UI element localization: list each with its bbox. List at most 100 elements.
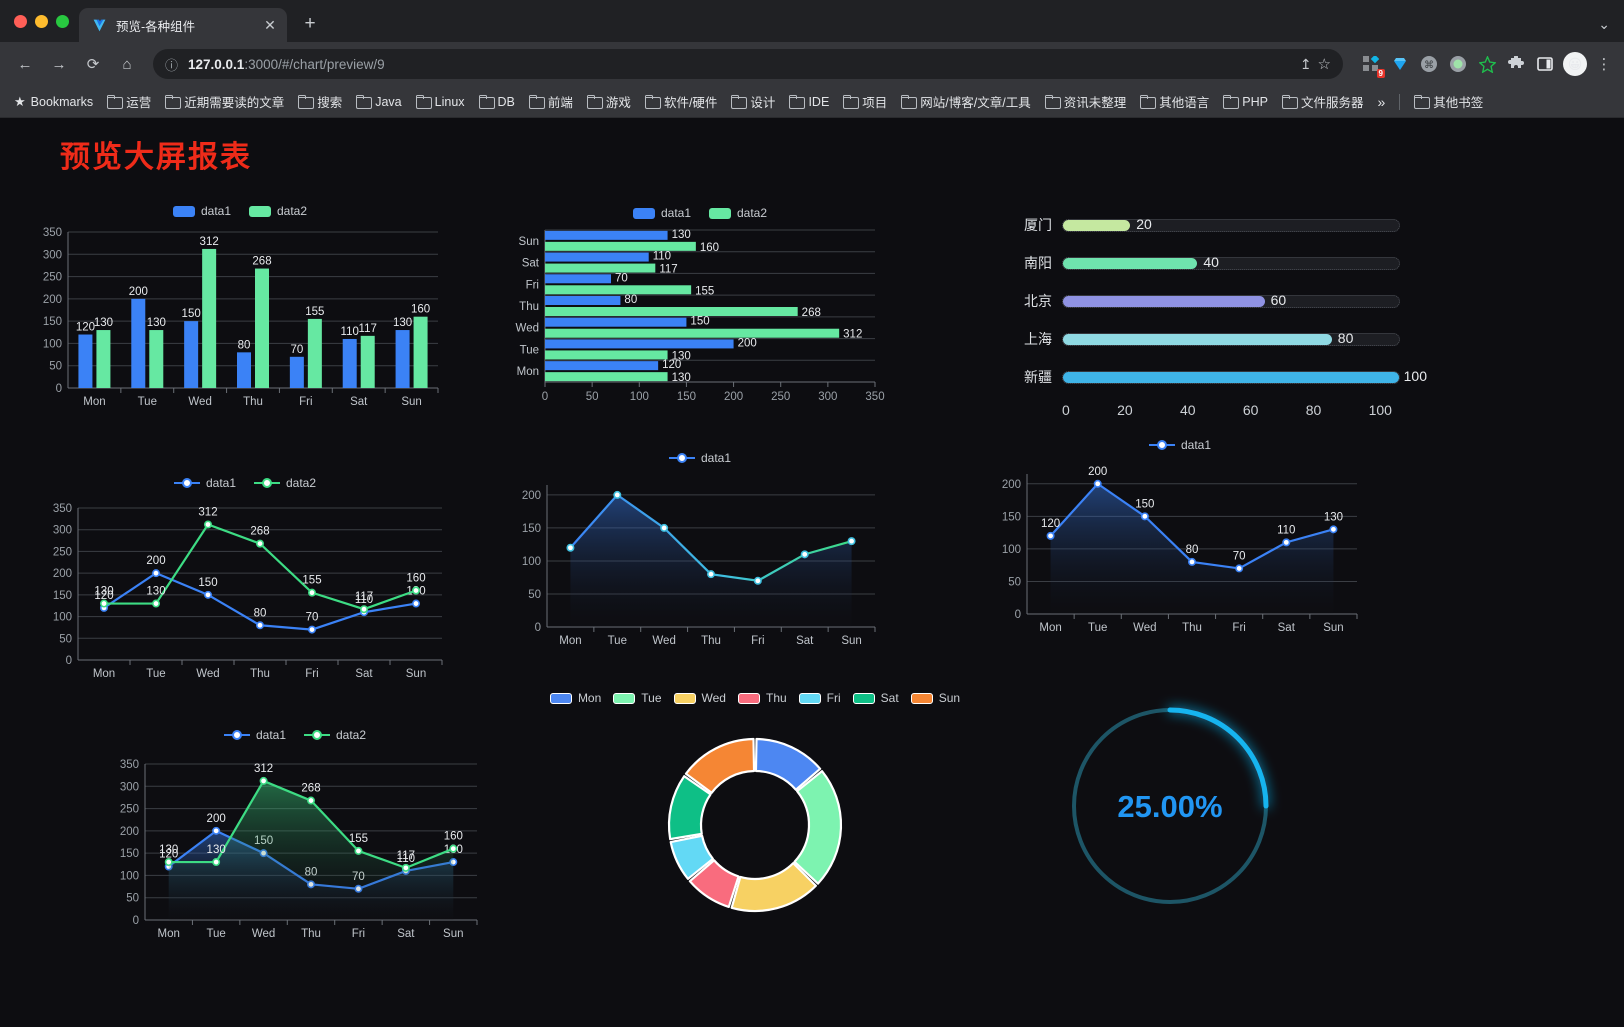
bookmark-item-8[interactable]: 软件/硬件 — [639, 89, 723, 114]
data-point[interactable] — [212, 858, 221, 867]
data-point[interactable] — [1282, 538, 1291, 547]
minimize-window-button[interactable] — [35, 14, 48, 28]
bookmark-item-3[interactable]: Java — [350, 92, 407, 112]
star-outline-icon[interactable] — [1476, 53, 1498, 75]
progress-track[interactable]: 100 — [1062, 368, 1427, 384]
info-circle-icon[interactable]: ⓘ — [165, 57, 179, 73]
bookmark-item-14[interactable]: 其他语言 — [1134, 89, 1215, 114]
data-point[interactable] — [256, 539, 265, 548]
data-point[interactable] — [204, 590, 213, 599]
close-tab-icon[interactable]: ✕ — [264, 17, 276, 33]
bar-data2[interactable] — [202, 248, 217, 388]
bookmark-item-1[interactable]: 近期需要读的文章 — [159, 89, 290, 114]
bookmark-star-icon[interactable]: ☆ — [1317, 56, 1331, 73]
sidepanel-icon[interactable] — [1534, 53, 1556, 75]
legend-item-thu[interactable]: Thu — [737, 691, 787, 705]
legend-item-tue[interactable]: Tue — [613, 691, 662, 705]
data-point[interactable] — [152, 569, 161, 578]
new-tab-button[interactable]: + — [304, 13, 316, 34]
bar-data1[interactable] — [395, 330, 410, 388]
browser-tab[interactable]: 预览-各种组件 ✕ — [79, 8, 287, 42]
legend-item-data1[interactable]: data1 — [172, 204, 231, 218]
browser-menu-button[interactable]: ⋮ — [1596, 56, 1612, 73]
legend-item-sat[interactable]: Sat — [852, 691, 899, 705]
data-point[interactable] — [1235, 564, 1244, 573]
bar-data2[interactable] — [360, 335, 375, 388]
bar-data1[interactable] — [237, 352, 251, 388]
data-point[interactable] — [411, 599, 420, 608]
circle-icon[interactable] — [1447, 53, 1469, 75]
bookmark-item-4[interactable]: Linux — [410, 92, 471, 112]
bar-data2[interactable] — [545, 328, 840, 338]
pie-slice-sun[interactable] — [684, 737, 756, 794]
bar-data1[interactable] — [78, 334, 93, 388]
bar-data1[interactable] — [342, 338, 357, 388]
data-point[interactable] — [613, 490, 622, 499]
close-window-button[interactable] — [14, 14, 27, 28]
grid-badge-icon[interactable]: 9 — [1360, 53, 1385, 78]
data-point[interactable] — [354, 846, 363, 855]
data-point[interactable] — [259, 776, 268, 785]
bar-data2[interactable] — [413, 316, 428, 388]
data-point[interactable] — [1140, 512, 1149, 521]
data-point[interactable] — [1188, 557, 1197, 566]
bookmark-item-10[interactable]: IDE — [783, 92, 835, 112]
data-point[interactable] — [307, 796, 316, 805]
legend-item-mon[interactable]: Mon — [549, 691, 601, 705]
puzzle-icon[interactable] — [1505, 53, 1527, 75]
pie-slice-fri[interactable] — [669, 834, 714, 880]
bookmark-item-other[interactable]: 其他书签 — [1408, 89, 1489, 114]
legend-item-data2[interactable]: data2 — [254, 476, 316, 490]
bookmark-item-6[interactable]: 前端 — [523, 89, 579, 114]
bar-data2[interactable] — [255, 268, 269, 388]
bar-data2[interactable] — [545, 372, 668, 382]
pie-slice-wed[interactable] — [730, 862, 817, 913]
address-bar[interactable]: ⓘ 127.0.0.1:3000/#/chart/preview/9 ↥ ☆ — [153, 49, 1343, 79]
bar-data1[interactable] — [545, 339, 734, 349]
bookmarks-overflow-button[interactable]: » — [1377, 93, 1386, 110]
data-point[interactable] — [401, 863, 410, 872]
data-point[interactable] — [411, 586, 420, 595]
bar-data2[interactable] — [545, 263, 656, 273]
legend-item-data2[interactable]: data2 — [304, 728, 366, 742]
bookmark-item-7[interactable]: 游戏 — [581, 89, 637, 114]
legend-item-data2[interactable]: data2 — [249, 204, 307, 218]
legend-item-data1[interactable]: data1 — [1148, 438, 1211, 452]
bar-data2[interactable] — [149, 330, 164, 388]
data-point[interactable] — [164, 858, 173, 867]
progress-track[interactable]: 80 — [1062, 330, 1400, 346]
chevron-down-icon[interactable]: ⌄ — [1598, 16, 1610, 32]
bar-data1[interactable] — [545, 230, 668, 240]
bar-data1[interactable] — [184, 321, 199, 388]
bar-data2[interactable] — [307, 318, 322, 388]
bookmark-item-9[interactable]: 设计 — [725, 89, 781, 114]
data-point[interactable] — [847, 537, 856, 546]
pie-slice-tue[interactable] — [793, 770, 843, 885]
data-point[interactable] — [307, 625, 316, 634]
command-icon[interactable]: ⌘ — [1418, 53, 1440, 75]
bar-data2[interactable] — [96, 330, 111, 388]
home-button[interactable]: ⌂ — [122, 55, 132, 73]
bookmark-item-bookmarks[interactable]: ★ Bookmarks — [8, 91, 99, 113]
bookmark-item-0[interactable]: 运营 — [101, 89, 157, 114]
data-point[interactable] — [753, 576, 762, 585]
bookmark-item-2[interactable]: 搜索 — [292, 89, 348, 114]
data-point[interactable] — [800, 550, 809, 559]
bar-data2[interactable] — [545, 285, 692, 295]
data-point[interactable] — [660, 523, 669, 532]
legend-item-fri[interactable]: Fri — [798, 691, 841, 705]
bar-data2[interactable] — [545, 241, 696, 251]
bar-data1[interactable] — [545, 361, 659, 371]
back-button[interactable]: ← — [17, 55, 33, 73]
legend-item-wed[interactable]: Wed — [673, 691, 726, 705]
bar-data1[interactable] — [289, 356, 304, 388]
diamond-icon[interactable] — [1389, 53, 1411, 75]
data-point[interactable] — [359, 605, 368, 614]
data-point[interactable] — [449, 844, 458, 853]
legend-item-data1[interactable]: data1 — [632, 206, 691, 220]
bar-data2[interactable] — [545, 350, 668, 360]
pie-slice-thu[interactable] — [688, 859, 740, 909]
legend-item-data1[interactable]: data1 — [668, 451, 731, 465]
progress-track[interactable]: 20 — [1062, 216, 1400, 232]
bookmark-item-5[interactable]: DB — [473, 92, 521, 112]
